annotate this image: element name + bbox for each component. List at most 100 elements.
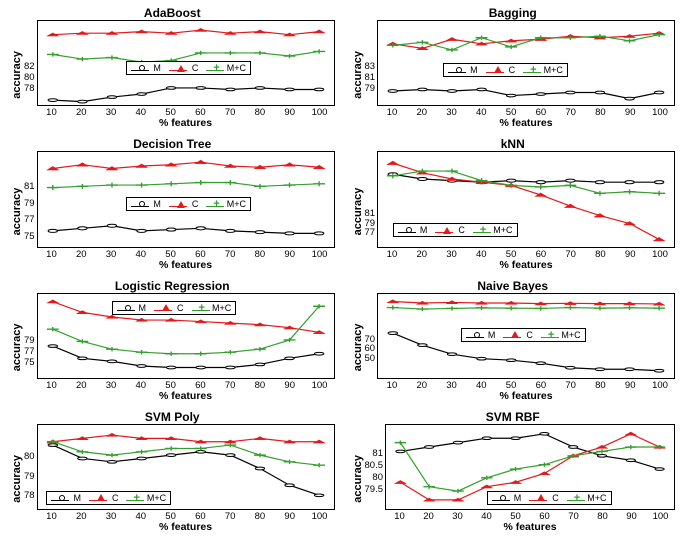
y-axis-label: accuracy — [10, 424, 24, 533]
y-tick-label: 77 — [24, 215, 35, 225]
y-tick-label: 79 — [24, 472, 35, 482]
legend-item-c: C — [169, 63, 199, 73]
y-axis-ticks: 706050 — [365, 293, 378, 402]
legend-item-c: C — [529, 493, 559, 503]
x-axis-label: % features — [37, 117, 335, 129]
chart-area: accuracy 81797775 M C +M+C 1020304050607… — [10, 151, 335, 271]
series-line — [396, 433, 664, 471]
legend-item-m: M — [466, 330, 496, 340]
legend-item-m: M — [398, 225, 428, 235]
panel-title: Logistic Regression — [10, 279, 335, 293]
legend-item-c: C — [154, 303, 184, 313]
y-tick-label: 81 — [24, 182, 35, 192]
chart-area: accuracy 797775 M C +M+C 102030405060708… — [10, 293, 335, 402]
panel-svm-rbf: SVM RBF accuracy 8180.58079.5 M C +M+C 1… — [351, 410, 676, 533]
panel-logistic-regression: Logistic Regression accuracy 797775 M C … — [10, 279, 335, 402]
y-tick-label: 77 — [365, 228, 376, 238]
legend-item-c: C — [503, 330, 533, 340]
panel-naive-bayes: Naive Bayes accuracy 706050 M C +M+C 102… — [351, 279, 676, 402]
y-tick-label: 75 — [24, 358, 35, 368]
y-axis-ticks: 80 79 78 — [24, 424, 37, 533]
y-axis-label: accuracy — [351, 293, 365, 402]
legend: M C +M+C — [46, 491, 171, 505]
x-axis-label: % features — [37, 390, 335, 402]
x-axis-label: % features — [377, 390, 675, 402]
legend-item-mc: +M+C — [206, 63, 246, 73]
legend: M C +M+C — [461, 328, 586, 342]
y-tick-label: 50 — [365, 354, 376, 364]
y-axis-ticks: 797775 — [24, 293, 37, 402]
panel-title: SVM Poly — [10, 410, 335, 424]
series-line — [48, 444, 324, 497]
panel-decision-tree: Decision Tree accuracy 81797775 M C +M+C… — [10, 137, 335, 271]
series-line — [46, 434, 324, 444]
legend-item-c: C — [169, 199, 199, 209]
legend-item-mc: +M+C — [473, 225, 513, 235]
legend: M C +M+C — [487, 491, 612, 505]
y-axis-label: accuracy — [351, 151, 365, 271]
series-line — [48, 345, 324, 369]
panel-svm-poly: SVM Poly accuracy 807978 M C +M+C 102030… — [10, 410, 335, 533]
series-line — [48, 87, 324, 103]
chart-area: accuracy 828078 M C +M+C 102030405060708… — [10, 20, 335, 129]
plot-region: M C +M+C — [37, 20, 335, 106]
series-line — [46, 160, 324, 170]
panel-adaboost: AdaBoost accuracy 828078 M C +M+C 102030… — [10, 6, 335, 129]
y-axis-ticks: 81797775 — [24, 151, 37, 271]
y-tick-label: 82 — [24, 62, 35, 72]
x-axis-label: % features — [385, 521, 675, 533]
legend-item-m: M — [131, 63, 161, 73]
y-tick-label: 78 — [24, 491, 35, 501]
y-tick-label: 81 — [365, 73, 376, 83]
plot-region: M C +M+C — [377, 293, 675, 379]
y-axis-ticks: 817977 — [365, 151, 378, 271]
y-axis-label: accuracy — [10, 20, 24, 129]
series-line — [388, 88, 664, 100]
chart-area: accuracy 838179 M C +M+C 102030405060708… — [351, 20, 676, 129]
series-line — [387, 305, 665, 311]
legend: M C +M+C — [112, 301, 237, 315]
plot-region: M C +M+C — [377, 151, 675, 248]
y-tick-label: 79 — [24, 336, 35, 346]
legend: M C +M+C — [126, 197, 251, 211]
y-tick-label: 81 — [365, 449, 384, 459]
legend-item-m: M — [117, 303, 147, 313]
plot-region: M C +M+C — [377, 20, 675, 106]
series-line — [48, 224, 324, 235]
legend-item-c: C — [89, 493, 119, 503]
y-tick-label: 77 — [24, 347, 35, 357]
legend: M C +M+C — [443, 63, 568, 77]
y-axis-label: accuracy — [351, 424, 365, 533]
legend-item-m: M — [51, 493, 81, 503]
y-tick-label: 75 — [24, 232, 35, 242]
y-tick-label: 80 — [24, 452, 35, 462]
chart-area: accuracy 8180.58079.5 M C +M+C 102030405… — [351, 424, 676, 533]
chart-area: accuracy 807978 M C +M+C 102030405060708… — [10, 424, 335, 533]
legend-item-mc: +M+C — [567, 493, 607, 503]
panel-title: Decision Tree — [10, 137, 335, 151]
x-axis-label: % features — [377, 259, 675, 271]
plot-region: M C +M+C — [37, 293, 335, 379]
y-axis-label: accuracy — [10, 151, 24, 271]
x-axis-label: % features — [37, 259, 335, 271]
y-axis-ticks: 828078 — [24, 20, 37, 129]
panel-title: Naive Bayes — [351, 279, 676, 293]
y-axis-label: accuracy — [10, 293, 24, 402]
plot-region: M C +M+C — [385, 424, 675, 510]
plot-region: M C +M+C — [37, 424, 335, 510]
panel-title: AdaBoost — [10, 6, 335, 20]
panel-bagging: Bagging accuracy 838179 M C +M+C 1020304… — [351, 6, 676, 129]
series-line — [387, 300, 665, 306]
x-axis-label: % features — [377, 117, 675, 129]
y-tick-label: 80 — [365, 473, 384, 483]
series-line — [387, 31, 665, 49]
legend-item-mc: +M+C — [206, 199, 246, 209]
legend-item-m: M — [448, 65, 478, 75]
legend-item-c: C — [486, 65, 516, 75]
panel-title: kNN — [351, 137, 676, 151]
plot-region: M C +M+C — [37, 151, 335, 248]
y-tick-label: 79.5 — [365, 485, 384, 495]
y-tick-label: 80 — [24, 73, 35, 83]
y-tick-label: 79 — [365, 84, 376, 94]
legend-item-c: C — [435, 225, 465, 235]
